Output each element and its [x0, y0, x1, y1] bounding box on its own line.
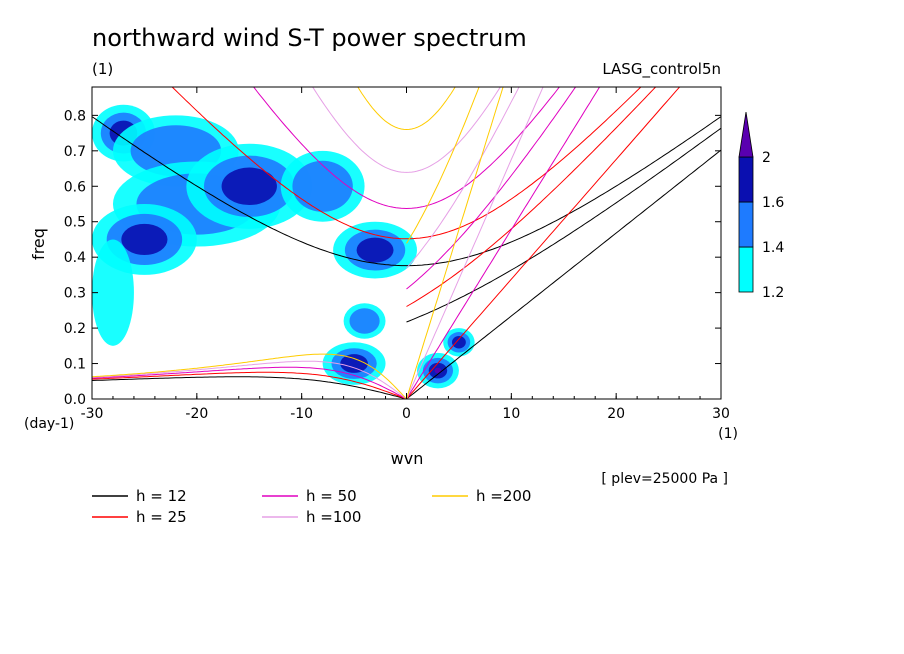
- power-region-level-2: [292, 160, 353, 212]
- colorbar: 1.2 1.4 1.6 2: [738, 111, 784, 301]
- pressure-annotation: [ plev=25000 Pa ]: [601, 471, 728, 487]
- power-region-level-3: [451, 336, 466, 349]
- x-axis-label: wvn: [391, 449, 424, 468]
- power-region-level-3: [340, 354, 368, 373]
- colorbar-triangle: [738, 111, 754, 158]
- y-tick-label: 0.6: [64, 179, 86, 195]
- legend-label: h = 50: [306, 487, 357, 505]
- y-tick-label: 0.5: [64, 215, 86, 231]
- colorbar-box: [738, 201, 754, 248]
- dispersion-curve-h200-kelvin: [406, 87, 504, 399]
- dispersion-curve-h25-ig: [171, 87, 642, 240]
- legend: h = 12 h = 25 h = 50 h =100 h =200: [92, 487, 531, 526]
- colorbar-label: 1.6: [762, 195, 784, 211]
- chart-subtitle-left: (1): [92, 60, 113, 78]
- dispersion-curve-h50-rossby: [92, 366, 407, 399]
- chart-title: northward wind S-T power spectrum: [92, 24, 527, 52]
- x-axis-ticks: -30 -20 -10 0 10 20 30: [81, 87, 730, 422]
- dispersion-curves: [92, 87, 721, 399]
- dispersion-curve-h50-kelvin: [406, 87, 601, 399]
- colorbar-box: [738, 246, 754, 293]
- x-tick-label: -30: [81, 406, 104, 422]
- dispersion-curve-h100-ig: [312, 87, 501, 173]
- dispersion-curve-h200-eig: [406, 87, 480, 244]
- dispersion-curve-h50-eig: [406, 87, 577, 290]
- dispersion-curve-h100-kelvin: [406, 87, 544, 399]
- y-tick-label: 0.3: [64, 286, 86, 302]
- power-region-level-3: [356, 237, 394, 263]
- power-contours: [92, 104, 475, 389]
- x-tick-label: 20: [607, 406, 625, 422]
- colorbar-label: 1.2: [762, 285, 784, 301]
- dispersion-curve-h12-eig: [406, 127, 721, 323]
- y-tick-label: 0.0: [64, 392, 86, 408]
- power-region-level-3: [121, 223, 168, 256]
- dispersion-curve-h25-eig: [406, 87, 657, 307]
- dispersion-curve-h25-rossby: [92, 371, 407, 399]
- y-axis-ticks: 0.0 0.1 0.2 0.3 0.4 0.5 0.6 0.7 0.8: [64, 108, 721, 408]
- colorbar-label: 1.4: [762, 240, 784, 256]
- legend-label: h =200: [476, 487, 531, 505]
- dispersion-curve-h100-eig: [406, 87, 520, 269]
- y-axis-label: freq: [29, 228, 48, 260]
- y-units-label: (day-1): [24, 416, 74, 432]
- colorbar-label: 2: [762, 150, 771, 166]
- dispersion-curve-h100-rossby: [92, 360, 407, 399]
- x-tick-label: 0: [402, 406, 411, 422]
- colorbar-box: [738, 156, 754, 203]
- dispersion-curve-h12-rossby: [92, 376, 407, 399]
- power-region-level-3: [221, 167, 277, 205]
- dispersion-curve-h50-ig: [252, 87, 561, 210]
- x-tick-label: -20: [185, 406, 208, 422]
- power-region-level-4: [434, 367, 442, 374]
- x-tick-label: -10: [290, 406, 313, 422]
- y-tick-label: 0.2: [64, 321, 86, 337]
- dispersion-curve-h200-ig: [357, 87, 456, 131]
- y-tick-label: 0.1: [64, 357, 86, 373]
- dispersion-curve-h25-kelvin: [406, 87, 681, 399]
- x-tick-label: 10: [502, 406, 520, 422]
- dispersion-curve-h200-rossby: [92, 353, 407, 399]
- chart-subtitle-right: LASG_control5n: [602, 60, 721, 79]
- dispersion-curve-h12-ig: [92, 116, 721, 267]
- power-region-level-1: [92, 239, 134, 346]
- y-tick-label: 0.8: [64, 108, 86, 124]
- legend-label: h = 25: [136, 508, 187, 526]
- x-tick-label: 30: [712, 406, 730, 422]
- legend-label: h =100: [306, 508, 361, 526]
- power-region-level-2: [349, 308, 380, 334]
- legend-label: h = 12: [136, 487, 187, 505]
- dispersion-curve-h12-kelvin: [406, 149, 721, 399]
- y-tick-label: 0.7: [64, 144, 86, 160]
- x-units-label: (1): [718, 426, 738, 442]
- y-tick-label: 0.4: [64, 250, 86, 266]
